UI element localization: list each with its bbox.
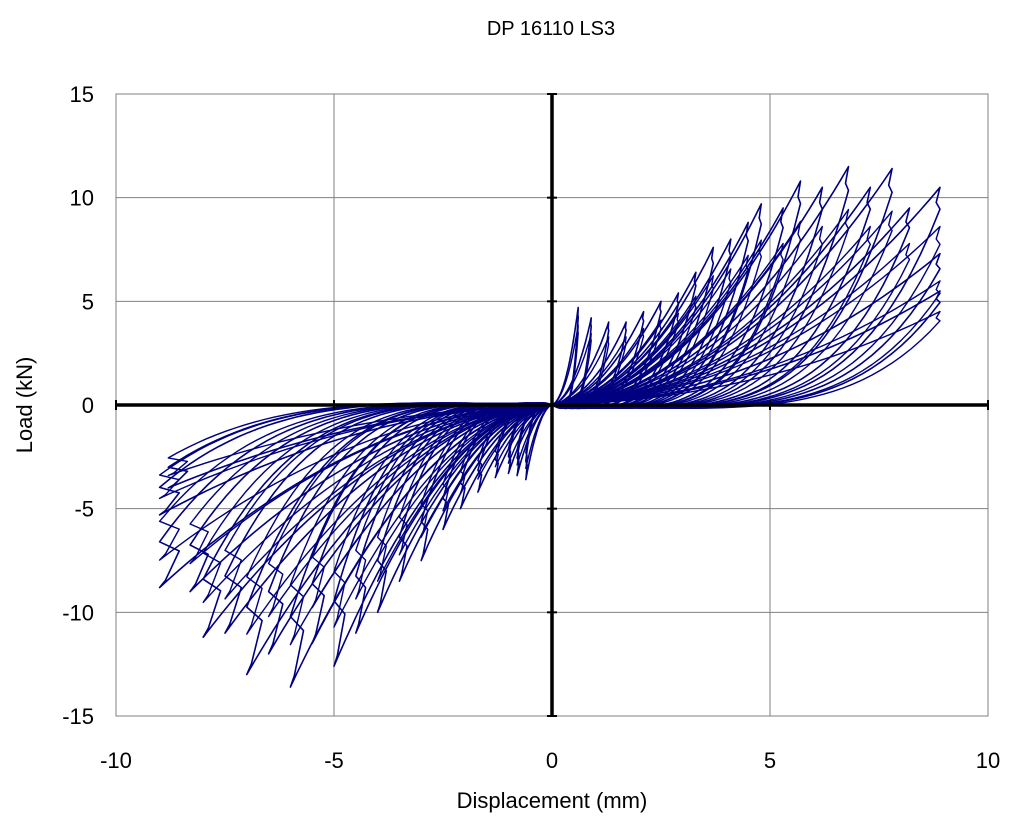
hysteresis-loop-19: [160, 187, 940, 587]
y-axis-label: Load (kN): [12, 357, 37, 454]
hysteresis-loop-repeat-21: [168, 312, 940, 476]
hysteresis-loop-repeat-19: [160, 227, 940, 561]
x-tick-label: 5: [764, 748, 776, 773]
y-tick-label: 5: [82, 289, 94, 314]
hysteresis-loop-repeat-15: [247, 210, 849, 635]
load-displacement-series: [160, 167, 940, 687]
x-axis-label: Displacement (mm): [457, 788, 648, 813]
hysteresis-loop-repeat-20: [160, 281, 940, 499]
x-tick-label: 10: [976, 748, 1000, 773]
x-tick-label: -5: [324, 748, 344, 773]
y-tick-labels: 15 10 5 0 -5 -10 -15: [62, 82, 94, 729]
hysteresis-loop-13: [290, 181, 800, 687]
x-tick-label: 0: [546, 748, 558, 773]
y-tick-label: 15: [70, 82, 94, 107]
y-tick-label: -15: [62, 704, 94, 729]
x-tick-labels: -10 -5 0 5 10: [100, 748, 1000, 773]
y-tick-label: 10: [70, 186, 94, 211]
hysteresis-loop-repeat-16: [225, 227, 870, 599]
x-tick-label: -10: [100, 748, 132, 773]
y-tick-label: 0: [82, 393, 94, 418]
y-tick-label: -5: [74, 497, 94, 522]
y-tick-label: -10: [62, 600, 94, 625]
zero-axes: [116, 94, 988, 716]
chart-title: DP 16110 LS3: [487, 18, 615, 40]
